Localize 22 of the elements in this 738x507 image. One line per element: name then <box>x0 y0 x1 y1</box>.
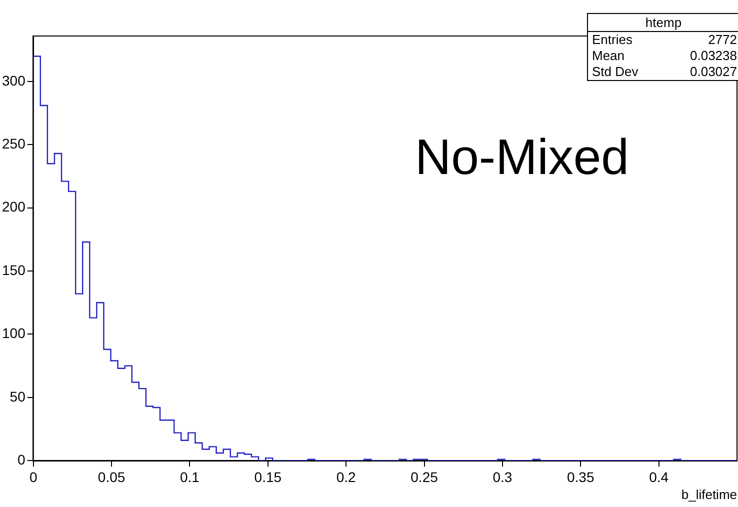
y-tick-label: 200 <box>2 198 26 215</box>
text: Mean 0.03238 <box>592 48 737 63</box>
text: Std Dev 0.03027 <box>592 64 737 79</box>
chart-title: htemp <box>588 14 738 32</box>
x-tick-label: 0.15 <box>254 468 282 485</box>
x-tick-label: 0 <box>29 468 38 485</box>
annotation: No-Mixed <box>415 128 629 186</box>
y-tick-label: 50 <box>10 388 26 404</box>
y-tick-label: 250 <box>2 136 26 152</box>
x-tick-label: 0.05 <box>98 468 126 485</box>
y-tick-label: 0 <box>18 451 26 468</box>
x-tick-label: 0.25 <box>410 468 438 485</box>
y-tick-label: 100 <box>2 325 26 342</box>
text: Entries 2772 <box>592 32 737 47</box>
x-tick-label: 0.1 <box>180 468 200 485</box>
x-tick-label: 0.3 <box>492 468 512 485</box>
x-tick-label: 0.4 <box>649 468 669 485</box>
x-tick-label: 0.35 <box>567 468 594 485</box>
x-axis-title: b_lifetime <box>681 486 737 502</box>
y-tick-label: 300 <box>2 72 26 88</box>
y-tick-label: 150 <box>2 262 26 278</box>
x-tick-label: 0.2 <box>336 468 356 485</box>
